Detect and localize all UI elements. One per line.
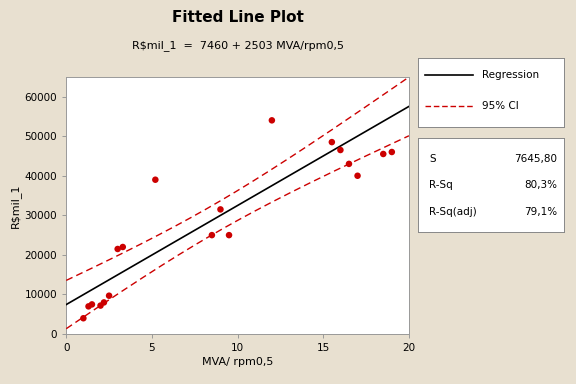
- Point: [353, 173, 362, 179]
- Text: 80,3%: 80,3%: [524, 180, 557, 190]
- Point: [216, 206, 225, 212]
- Text: R-Sq(adj): R-Sq(adj): [429, 207, 477, 217]
- Text: 79,1%: 79,1%: [524, 207, 557, 217]
- Point: [387, 149, 396, 155]
- X-axis label: MVA/ rpm0,5: MVA/ rpm0,5: [202, 357, 273, 367]
- Text: Regression: Regression: [482, 70, 539, 80]
- Y-axis label: R$mil_1: R$mil_1: [10, 183, 20, 228]
- Point: [99, 300, 108, 306]
- Point: [79, 315, 88, 321]
- Point: [344, 161, 354, 167]
- Point: [267, 117, 276, 123]
- Text: Fitted Line Plot: Fitted Line Plot: [172, 10, 304, 25]
- Text: 7645,80: 7645,80: [514, 154, 557, 164]
- Text: R-Sq: R-Sq: [429, 180, 453, 190]
- Point: [118, 244, 127, 250]
- Text: S: S: [429, 154, 436, 164]
- Point: [207, 232, 217, 238]
- Point: [88, 301, 97, 308]
- Point: [151, 177, 160, 183]
- Point: [225, 232, 234, 238]
- Point: [96, 303, 105, 309]
- Point: [84, 303, 93, 310]
- Point: [336, 147, 345, 153]
- Point: [104, 293, 113, 299]
- Point: [327, 139, 336, 145]
- Point: [113, 246, 122, 252]
- Text: R$mil_1  =  7460 + 2503 MVA/rpm0,5: R$mil_1 = 7460 + 2503 MVA/rpm0,5: [131, 40, 344, 51]
- Text: 95% CI: 95% CI: [482, 101, 519, 111]
- Point: [378, 151, 388, 157]
